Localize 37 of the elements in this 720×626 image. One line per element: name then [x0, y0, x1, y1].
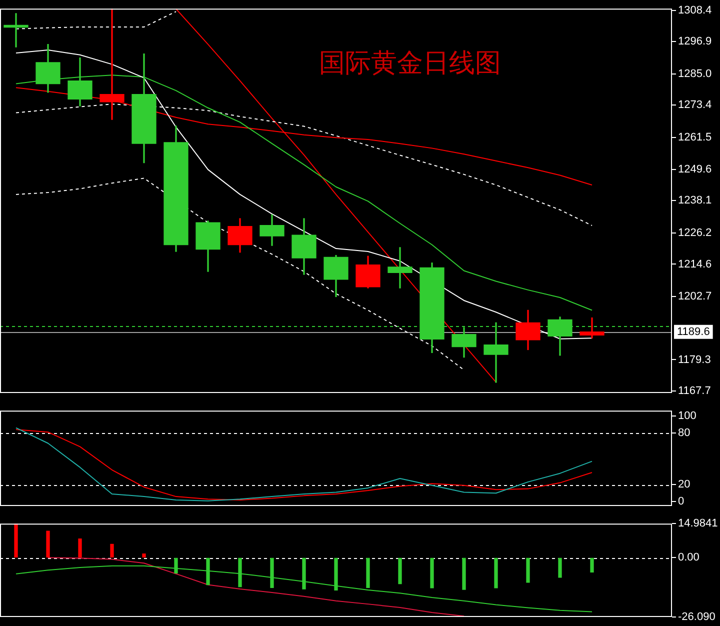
- bar: [494, 558, 498, 588]
- line-series: [16, 178, 464, 371]
- bar: [46, 530, 50, 558]
- y-tick-label: 1285.0: [678, 68, 712, 80]
- y-tick-label: 0: [678, 496, 684, 508]
- text: 国际黄金日线图: [318, 48, 501, 78]
- ref-line-label: 1189.6: [677, 326, 710, 338]
- bar: [558, 558, 562, 578]
- bar: [142, 553, 146, 558]
- y-tick-label: 1273.4: [678, 99, 712, 112]
- y-tick-label: 100: [678, 410, 696, 422]
- y-tick-label: 1296.9: [678, 36, 712, 48]
- bar: [14, 524, 18, 558]
- bar: [430, 558, 434, 588]
- y-tick-label: 1202.7: [678, 290, 712, 302]
- bar: [78, 538, 82, 558]
- bar: [526, 558, 530, 583]
- y-tick-label: 1261.5: [678, 131, 712, 144]
- y-tick-label: 1167.7: [678, 385, 711, 398]
- y-tick-label: -26.090: [678, 611, 716, 624]
- bar: [462, 558, 466, 590]
- y-tick-label: 1179.3: [678, 354, 711, 366]
- y-tick-label: 1249.6: [678, 164, 712, 176]
- y-tick-label: 1214.6: [678, 258, 712, 270]
- y-tick-label: 20: [678, 478, 690, 491]
- candlestick: [580, 317, 604, 338]
- y-tick-label: 80: [678, 426, 690, 439]
- candlestick: [388, 247, 412, 288]
- y-tick-label: 1308.4: [678, 4, 712, 17]
- candlestick: [4, 13, 28, 48]
- bar: [398, 558, 402, 584]
- bar: [110, 544, 114, 558]
- y-tick-label: 1226.2: [678, 226, 712, 239]
- y-tick-label: 0.00: [678, 552, 700, 564]
- y-tick-label: 1238.1: [678, 194, 712, 207]
- y-tick-label: 14.9841: [678, 518, 718, 530]
- bar: [590, 558, 594, 573]
